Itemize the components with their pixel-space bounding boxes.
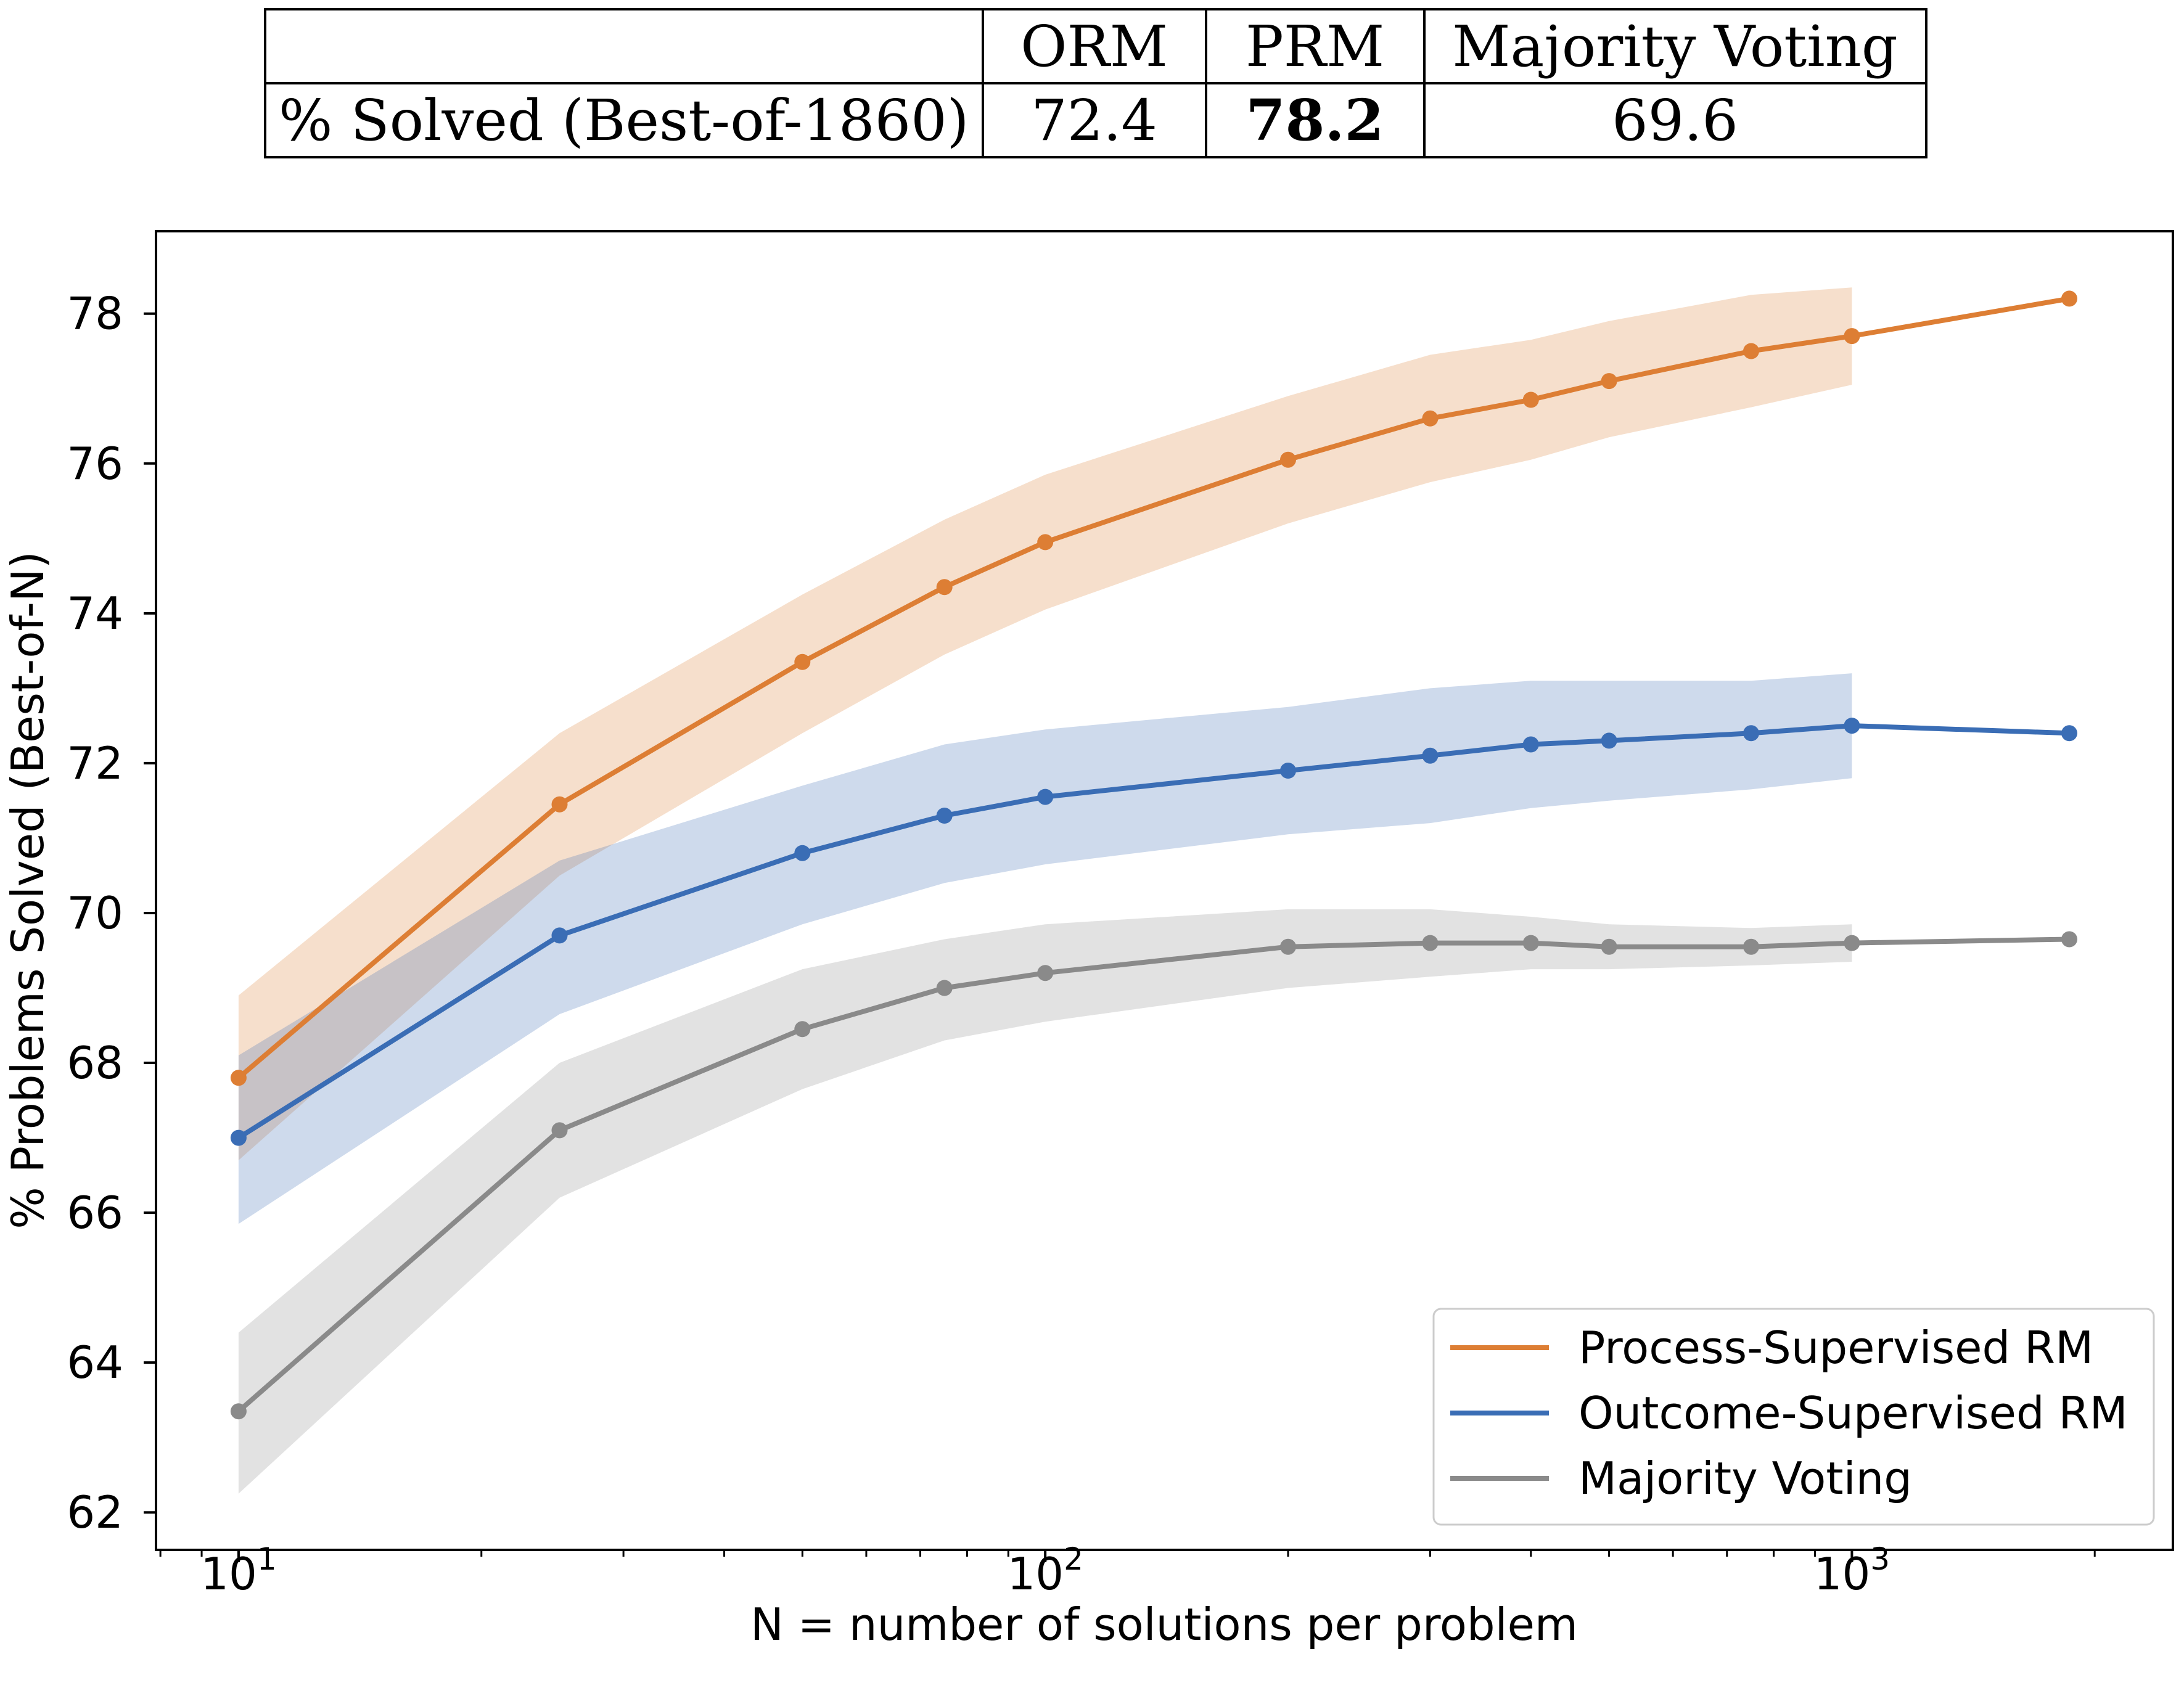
y-tick-label: 72 [67, 737, 123, 789]
x-tick-label: 103 [1814, 1541, 1890, 1600]
point-majority-voting [1844, 935, 1860, 951]
table-value-prm: 78.2 [1204, 82, 1426, 158]
band-process-supervised-rm [238, 287, 1852, 1161]
y-axis-ticks: 62 64 66 68 70 72 74 76 78 [67, 288, 156, 1538]
y-tick-label: 74 [67, 588, 123, 639]
table-row-label: % Solved (Best-of-1860) [264, 82, 984, 158]
x-tick-label-exponent: 2 [1064, 1541, 1083, 1577]
point-process-supervised-rm [2061, 290, 2077, 307]
point-majority-voting [794, 1021, 811, 1038]
point-process-supervised-rm [794, 653, 811, 670]
point-process-supervised-rm [1522, 391, 1539, 408]
line-outcome-supervised-rm [237, 723, 2070, 1140]
table-value-majority-voting: 69.6 [1422, 82, 1927, 158]
point-outcome-supervised-rm [1422, 747, 1439, 764]
y-tick-label: 66 [67, 1187, 123, 1239]
point-outcome-supervised-rm [1844, 718, 1860, 734]
point-majority-voting [1422, 935, 1439, 951]
x-axis-ticks: 101 102 103 [159, 1541, 2096, 1600]
point-process-supervised-rm [1280, 451, 1296, 468]
x-tick-label-base: 10 [200, 1548, 257, 1600]
x-tick-label-base: 10 [1007, 1548, 1064, 1600]
line-majority-voting [237, 936, 2070, 1414]
series-lines [237, 296, 2070, 1414]
point-outcome-supervised-rm [1743, 725, 1759, 742]
series-points [230, 290, 2077, 1420]
table-corner-cell [264, 8, 984, 84]
legend-box [1432, 1308, 2155, 1526]
point-majority-voting [551, 1122, 568, 1139]
x-tick-label-exponent: 1 [257, 1541, 277, 1577]
table-header-prm: PRM [1204, 8, 1426, 84]
point-majority-voting [1743, 938, 1759, 955]
point-process-supervised-rm [551, 796, 568, 813]
table-row: % Solved (Best-of-1860) 72.4 78.2 69.6 [264, 82, 1927, 158]
point-process-supervised-rm [1743, 343, 1759, 359]
point-outcome-supervised-rm [936, 808, 953, 824]
y-tick-label: 62 [67, 1486, 123, 1538]
confidence-bands [238, 287, 1852, 1494]
point-majority-voting [1280, 938, 1296, 955]
table-header-orm: ORM [981, 8, 1207, 84]
table-header-majority-voting: Majority Voting [1422, 8, 1927, 84]
point-outcome-supervised-rm [1280, 763, 1296, 779]
x-tick-label: 102 [1007, 1541, 1083, 1600]
y-tick-label: 70 [67, 887, 123, 939]
x-tick-label: 101 [200, 1541, 276, 1600]
table-value-orm: 72.4 [981, 82, 1207, 158]
table-header-row: ORM PRM Majority Voting [264, 8, 1927, 84]
point-process-supervised-rm [1037, 534, 1054, 551]
plot-frame [155, 230, 2174, 1551]
legend-label: Process-Supervised RM [1578, 1322, 2093, 1374]
band-outcome-supervised-rm [238, 673, 1852, 1224]
point-outcome-supervised-rm [1037, 789, 1054, 805]
results-table: ORM PRM Majority Voting % Solved (Best-o… [264, 8, 1927, 158]
y-tick-label: 64 [67, 1337, 123, 1388]
x-axis-label: N = number of solutions per problem [750, 1599, 1578, 1650]
legend-label: Outcome-Supervised RM [1578, 1387, 2128, 1439]
point-outcome-supervised-rm [1522, 736, 1539, 753]
point-majority-voting [1037, 965, 1054, 981]
point-outcome-supervised-rm [2061, 725, 2077, 742]
point-outcome-supervised-rm [1601, 732, 1617, 749]
point-majority-voting [936, 980, 953, 996]
point-process-supervised-rm [1601, 373, 1617, 390]
legend: Process-Supervised RM Outcome-Supervised … [1432, 1308, 2155, 1526]
point-outcome-supervised-rm [551, 927, 568, 944]
y-tick-label: 76 [67, 438, 123, 490]
y-tick-label: 78 [67, 288, 123, 340]
x-tick-label-exponent: 3 [1870, 1541, 1890, 1577]
point-process-supervised-rm [1844, 328, 1860, 345]
point-majority-voting [1522, 935, 1539, 951]
point-outcome-supervised-rm [230, 1129, 247, 1146]
point-process-supervised-rm [230, 1070, 247, 1086]
line-process-supervised-rm [237, 296, 2070, 1080]
point-majority-voting [230, 1403, 247, 1420]
y-tick-label: 68 [67, 1037, 123, 1089]
legend-label: Majority Voting [1578, 1452, 1912, 1504]
band-majority-voting [238, 909, 1852, 1494]
point-process-supervised-rm [936, 579, 953, 596]
y-axis-label: % Problems Solved (Best-of-N) [2, 551, 54, 1229]
point-process-supervised-rm [1422, 410, 1439, 427]
x-tick-label-base: 10 [1814, 1548, 1871, 1600]
point-majority-voting [1601, 938, 1617, 955]
point-outcome-supervised-rm [794, 845, 811, 861]
point-majority-voting [2061, 931, 2077, 948]
